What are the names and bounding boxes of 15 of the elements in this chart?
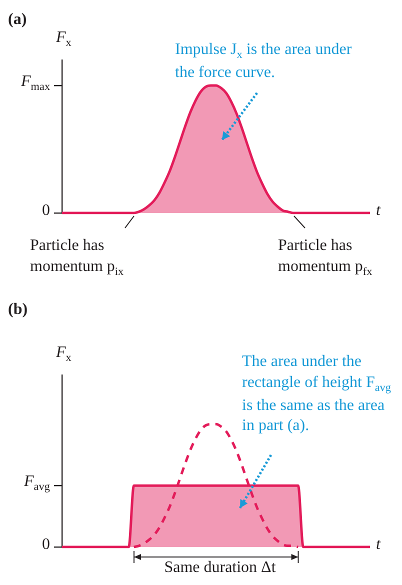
x-axis-title: t (376, 534, 380, 554)
chart-title: (a) (8, 10, 27, 30)
y-axis-title: F$_{x}$ (56, 343, 72, 366)
text: Same duration Δt (163, 558, 277, 578)
text: 0 (42, 534, 50, 554)
text: F$_{avg}$ (24, 472, 50, 495)
text: Impulse J$_{x}$ is the area under the force curve. (175, 40, 353, 83)
text: Particle has momentum p$_{fx}$ (278, 236, 374, 280)
text: 0 (42, 200, 50, 220)
annotation: The area under the rectangle of height F$_{avg}$ is the same as the area in part (a). (242, 352, 392, 436)
y-axis-title: F$_{x}$ (56, 28, 72, 51)
text: F$_{max}$ (21, 72, 50, 95)
text: Particle has momentum p$_{ix}$ (30, 236, 125, 280)
x-axis-title: t (376, 200, 380, 220)
chart-title: (b) (8, 300, 28, 320)
